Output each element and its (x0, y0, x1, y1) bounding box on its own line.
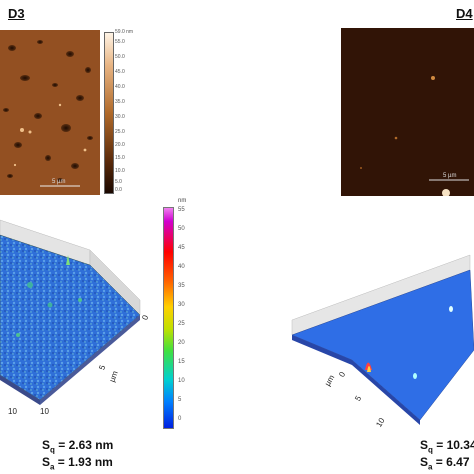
axis-tick-3d-d3: 10 (8, 407, 17, 416)
colorbar-3d-tick: 10 (178, 378, 185, 384)
colorbar-tick: 0.0 (115, 187, 122, 193)
colorbar-3d-tick: 20 (178, 340, 185, 346)
afm-image-d3: 5 µm (0, 30, 100, 195)
colorbar-d3 (104, 32, 114, 194)
sq-subscript: q (50, 445, 55, 455)
colorbar-3d-tick: 15 (178, 359, 185, 365)
colorbar-tick: 20.0 (115, 142, 125, 148)
sq-value: = 10.34 (432, 438, 474, 452)
roughness-sa-d4: Sa = 6.47 (420, 455, 470, 471)
colorbar-tick: 30.0 (115, 114, 125, 120)
sa-symbol: S (420, 455, 429, 469)
surface-3d-plot-d3 (0, 219, 141, 405)
panel-label-d3: D3 (8, 6, 25, 21)
sa-value: = 1.93 nm (54, 455, 113, 469)
colorbar-3d-tick: 45 (178, 245, 185, 251)
colorbar-tick: 45.0 (115, 69, 125, 75)
colorbar-tick: 50.0 (115, 54, 125, 60)
axis-tick-3d-d3: 10 (40, 407, 49, 416)
colorbar-3d-tick: 0 (178, 416, 182, 422)
scale-bar-label-d3: 5 µm (52, 179, 66, 185)
colorbar-3d-ticks-d3: 55 50 45 40 35 30 25 20 15 10 5 0 (178, 207, 198, 428)
panel-label-d4: D4 (456, 6, 473, 21)
colorbar-tick: 15.0 (115, 155, 125, 161)
colorbar-tick: 35.0 (115, 99, 125, 105)
afm-texture-d4 (341, 28, 474, 197)
colorbar-3d-unit-d3: nm (178, 198, 187, 204)
colorbar-3d-tick: 55 (178, 207, 185, 213)
colorbar-3d-tick: 25 (178, 321, 185, 327)
colorbar-tick: 25.0 (115, 129, 125, 135)
colorbar-3d-tick: 50 (178, 226, 185, 232)
colorbar-tick: 5.0 (115, 179, 122, 185)
colorbar-tick: 40.0 (115, 84, 125, 90)
roughness-sa-d3: Sa = 1.93 nm (42, 455, 113, 471)
sq-subscript: q (428, 445, 433, 455)
colorbar-tick: 55.0 (115, 39, 125, 45)
sa-value: = 6.47 (432, 455, 470, 469)
afm-image-d4: 5 µm (341, 28, 474, 197)
sa-subscript: a (428, 462, 433, 472)
colorbar-tick: 10.0 (115, 168, 125, 174)
sq-symbol: S (420, 438, 429, 452)
surface-3d-d3: 0 5 µm 10 10 (0, 205, 160, 430)
afm-texture-d3 (0, 30, 100, 195)
scale-bar-label-d4: 5 µm (443, 173, 457, 179)
colorbar-3d-tick: 35 (178, 283, 185, 289)
sa-subscript: a (50, 462, 55, 472)
colorbar-tick: 59.0 nm (115, 29, 134, 35)
colorbar-3d-tick: 40 (178, 264, 185, 270)
roughness-sq-d3: Sq = 2.63 nm (42, 438, 113, 454)
colorbar-3d-d3 (163, 207, 174, 429)
sa-symbol: S (42, 455, 51, 469)
sq-symbol: S (42, 438, 51, 452)
colorbar-3d-tick: 30 (178, 302, 185, 308)
colorbar-ticks-d3: 59.0 nm 55.0 50.0 45.0 40.0 35.0 30.0 25… (115, 30, 145, 195)
surface-3d-d4: 0 5 µm 10 (280, 250, 474, 435)
sq-value: = 2.63 nm (54, 438, 114, 452)
colorbar-3d-tick: 5 (178, 397, 182, 403)
roughness-sq-d4: Sq = 10.34 (420, 438, 474, 454)
surface-3d-plot-d4 (291, 254, 474, 425)
